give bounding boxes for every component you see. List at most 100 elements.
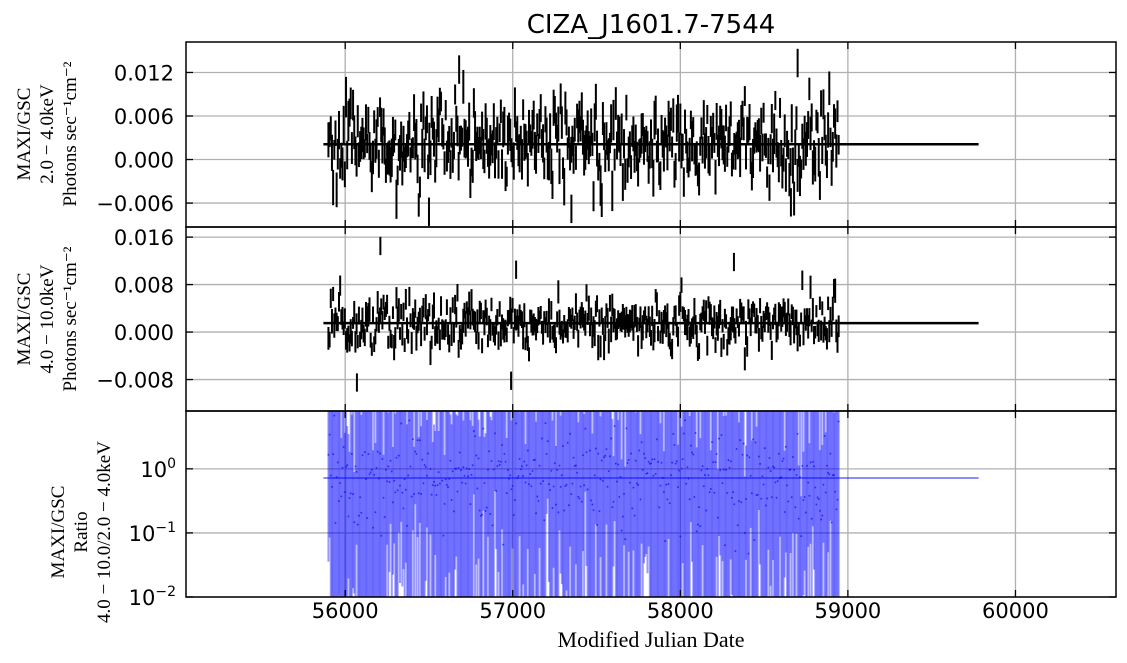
data-point bbox=[654, 472, 657, 475]
data-point bbox=[737, 500, 740, 503]
data-point bbox=[537, 500, 540, 503]
data-point bbox=[442, 534, 445, 537]
data-point bbox=[467, 475, 470, 478]
xtick-label: 56000 bbox=[312, 599, 379, 623]
data-point bbox=[741, 453, 744, 456]
data-point bbox=[384, 468, 387, 471]
yticks-top: −0.006 0.000 0.006 0.012 bbox=[96, 61, 174, 216]
data-point bbox=[502, 543, 505, 546]
data-point bbox=[328, 433, 331, 436]
data-point bbox=[613, 424, 616, 427]
data-point bbox=[647, 460, 650, 463]
data-point bbox=[699, 525, 702, 528]
data-point bbox=[664, 540, 667, 543]
data-point bbox=[594, 447, 597, 450]
data-point bbox=[336, 461, 339, 464]
data-point bbox=[646, 472, 649, 475]
data-point bbox=[718, 437, 721, 440]
data-point bbox=[693, 495, 696, 498]
data-point bbox=[598, 510, 601, 513]
data-point bbox=[462, 466, 465, 469]
data-point bbox=[662, 490, 665, 493]
data-point bbox=[554, 503, 557, 506]
data-point bbox=[813, 465, 816, 468]
data-point bbox=[837, 420, 840, 423]
data-point bbox=[464, 482, 467, 485]
data-point bbox=[655, 438, 658, 441]
data-point bbox=[528, 483, 531, 486]
data-point bbox=[652, 474, 655, 477]
ylabel-line: Photons sec⁻¹cm⁻² bbox=[60, 246, 81, 391]
ylabel-line: MAXI/GSC bbox=[14, 88, 35, 181]
data-point bbox=[485, 506, 488, 509]
data-point bbox=[686, 466, 689, 469]
data-point bbox=[333, 414, 336, 417]
data-point bbox=[546, 440, 549, 443]
data-point bbox=[668, 502, 671, 505]
data-point bbox=[715, 453, 718, 456]
data-point bbox=[424, 465, 427, 468]
data-point bbox=[452, 510, 455, 513]
data-point bbox=[388, 480, 391, 483]
data-point bbox=[356, 523, 359, 526]
data-point bbox=[468, 468, 471, 471]
data-point bbox=[341, 466, 344, 469]
yticks-bottom: 10−2 10−1 100 bbox=[129, 456, 176, 610]
data-point bbox=[688, 498, 691, 501]
data-point bbox=[604, 454, 607, 457]
data-point bbox=[538, 464, 541, 467]
data-point bbox=[566, 441, 569, 444]
data-point bbox=[553, 462, 556, 465]
ylabel-line: Ratio bbox=[71, 511, 92, 552]
data-point bbox=[753, 539, 756, 542]
data-point bbox=[535, 512, 538, 515]
data-point bbox=[490, 460, 493, 463]
data-point bbox=[834, 490, 837, 493]
data-point bbox=[503, 452, 506, 455]
data-point bbox=[590, 499, 593, 502]
data-point bbox=[801, 464, 804, 467]
data-point bbox=[739, 439, 742, 442]
data-point bbox=[492, 468, 495, 471]
data-point bbox=[608, 455, 611, 458]
data-point bbox=[398, 484, 401, 487]
data-point bbox=[342, 446, 345, 449]
data-point bbox=[620, 529, 623, 532]
data-point bbox=[477, 457, 480, 460]
data-point bbox=[625, 427, 628, 430]
data-point bbox=[448, 477, 451, 480]
data-point bbox=[579, 485, 582, 488]
data-point bbox=[488, 450, 491, 453]
data-point bbox=[368, 473, 371, 476]
data-point bbox=[825, 464, 828, 467]
data-point bbox=[567, 504, 570, 507]
data-point bbox=[476, 487, 479, 490]
data-point bbox=[515, 422, 518, 425]
data-point bbox=[721, 482, 724, 485]
data-point bbox=[441, 479, 444, 482]
data-point bbox=[522, 475, 525, 478]
data-point bbox=[672, 432, 675, 435]
data-point bbox=[563, 509, 566, 512]
data-point bbox=[393, 479, 396, 482]
xtick-label: 57000 bbox=[479, 599, 546, 623]
data-point bbox=[542, 480, 545, 483]
data-point bbox=[544, 422, 547, 425]
data-point bbox=[562, 445, 565, 448]
data-point bbox=[679, 535, 682, 538]
data-point bbox=[465, 467, 468, 470]
data-point bbox=[623, 492, 626, 495]
data-point bbox=[817, 497, 820, 500]
series-middle-4-10kev bbox=[323, 236, 979, 392]
data-point bbox=[624, 538, 627, 541]
data-point bbox=[390, 470, 393, 473]
data-point bbox=[369, 471, 372, 474]
data-point bbox=[685, 482, 688, 485]
data-point bbox=[828, 473, 831, 476]
data-point bbox=[720, 434, 723, 437]
data-point bbox=[660, 461, 663, 464]
data-point bbox=[631, 507, 634, 510]
data-point bbox=[675, 460, 678, 463]
data-point bbox=[495, 489, 498, 492]
data-point bbox=[740, 501, 743, 504]
